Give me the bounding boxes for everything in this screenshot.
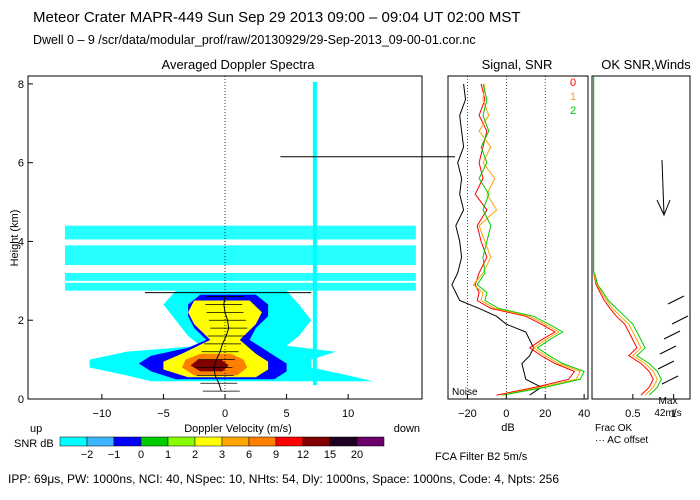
winds-xtick-label: 1 — [671, 408, 677, 420]
filter-label: FCA Filter B2 5m/s — [435, 451, 528, 463]
colorbar-swatch-11 — [356, 436, 385, 447]
legend-entry-0: 0 — [570, 77, 576, 89]
title-line-1: Meteor Crater MAPR-449 Sun Sep 29 2013 0… — [33, 9, 521, 26]
winds-plot: 0.5 1 — [593, 76, 689, 420]
colorbar-tick-label: 2 — [192, 449, 198, 461]
wind-barb-3 — [659, 345, 677, 355]
colorbar-swatch-2 — [113, 436, 142, 447]
doppler-xtick-label: −5 — [157, 408, 170, 420]
colorbar: −2 −1 0 1 2 3 6 9 12 15 20 — [59, 436, 385, 461]
doppler-ylabel: Height (km) — [9, 210, 21, 267]
colorbar-tick-label: 9 — [273, 449, 279, 461]
snr-xtick-label: 40 — [578, 408, 590, 420]
wind-barb-4 — [657, 360, 675, 370]
colorbar-swatch-3 — [140, 436, 169, 447]
corner-label-up: up — [30, 423, 42, 435]
snr-xlabel: dB — [501, 422, 514, 434]
colorbar-swatch-10 — [329, 436, 358, 447]
noise-annotation: Noise — [452, 387, 478, 398]
doppler-xlabel: Doppler Velocity (m/s) — [184, 423, 292, 435]
clutter-band-3 — [64, 282, 416, 291]
corner-label-down: down — [394, 423, 420, 435]
colorbar-swatch-6 — [221, 436, 250, 447]
doppler-ytick-label: 2 — [18, 315, 24, 327]
colorbar-tick-label: 12 — [297, 449, 309, 461]
title-line-2: Dwell 0 – 9 /scr/data/modular_prof/raw/2… — [33, 33, 476, 47]
snr-xtick-label: 20 — [539, 408, 551, 420]
colorbar-tick-label: 20 — [351, 449, 363, 461]
clutter-spike — [312, 81, 317, 386]
winds-series-0 — [593, 272, 654, 396]
wind-barb-0 — [667, 295, 685, 305]
echo-peak — [190, 359, 229, 372]
colorbar-tick-label: −1 — [108, 449, 121, 461]
wind-barb-1 — [671, 315, 689, 325]
colorbar-label: SNR dB — [14, 438, 54, 450]
colorbar-tick-label: 1 — [165, 449, 171, 461]
winds-xtick-label: 0.5 — [625, 408, 640, 420]
snr-xtick-label: −20 — [458, 408, 477, 420]
colorbar-swatch-1 — [86, 436, 115, 447]
doppler-xtick-label: 5 — [284, 408, 290, 420]
doppler-ytick-label: 0 — [18, 394, 24, 406]
legend-entry-1: 1 — [570, 91, 576, 103]
winds-title: OK SNR,Winds — [601, 57, 691, 72]
ac-offset-label: ··· AC offset — [595, 435, 648, 446]
footer-params: IPP: 69μs, PW: 1000ns, NCI: 40, NSpec: 1… — [8, 472, 559, 486]
wind-arrow-shaft — [661, 159, 665, 216]
doppler-ytick-label: 6 — [18, 158, 24, 170]
doppler-title: Averaged Doppler Spectra — [162, 57, 316, 72]
winds-max-label: Max — [659, 396, 678, 407]
doppler-spectra-image — [64, 81, 416, 386]
colorbar-swatch-7 — [248, 436, 277, 447]
colorbar-tick-label: 15 — [324, 449, 336, 461]
winds-panel-frame — [591, 75, 691, 400]
colorbar-tick-label: −2 — [81, 449, 94, 461]
snr-xtick-label: 0 — [503, 408, 509, 420]
snr-series-noise — [451, 83, 543, 396]
colorbar-swatch-5 — [194, 436, 223, 447]
doppler-xtick-label: −10 — [93, 408, 112, 420]
winds-max-value: 42m/s — [654, 408, 681, 419]
colorbar-tick-label: 3 — [219, 449, 225, 461]
colorbar-swatch-4 — [167, 436, 196, 447]
clutter-band-2 — [64, 272, 416, 281]
colorbar-tick-label: 6 — [246, 449, 252, 461]
wind-barb-5 — [661, 375, 679, 385]
colorbar-swatch-9 — [302, 436, 331, 447]
snr-panel-frame — [447, 75, 589, 400]
snr-series-2 — [476, 83, 585, 396]
wind-barb-2 — [663, 330, 681, 340]
legend-entry-2: 2 — [570, 105, 576, 117]
doppler-axes: −10 −5 0 5 10 0 2 4 6 8 — [18, 76, 455, 420]
winds-series-1 — [593, 272, 658, 396]
doppler-ytick-label: 4 — [18, 236, 24, 248]
snr-series-0 — [474, 83, 576, 396]
frac-ok-label: Frac OK — [595, 423, 633, 434]
snr-plot: −20 0 20 40 — [451, 76, 590, 420]
clutter-band-1 — [64, 245, 416, 266]
doppler-ytick-label: 8 — [18, 79, 24, 91]
snr-series-1 — [472, 83, 581, 396]
colorbar-tick-label: 0 — [138, 449, 144, 461]
clutter-band-0 — [64, 225, 416, 240]
doppler-xtick-label: 0 — [222, 408, 228, 420]
snr-title: Signal, SNR — [482, 57, 553, 72]
colorbar-swatch-0 — [59, 436, 88, 447]
wind-arrow-head — [656, 199, 671, 217]
colorbar-swatch-8 — [275, 436, 304, 447]
doppler-xtick-label: 10 — [342, 408, 354, 420]
winds-series-2 — [594, 272, 662, 396]
